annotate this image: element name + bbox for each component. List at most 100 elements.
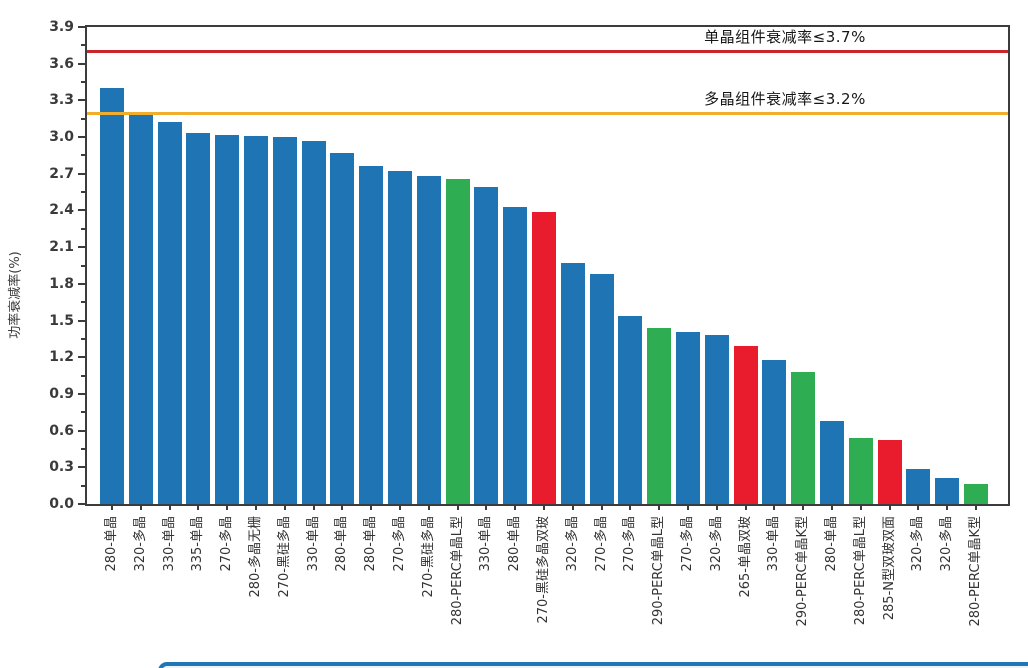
- bar: [647, 327, 672, 504]
- x-tick: [658, 504, 661, 510]
- bar: [618, 315, 643, 504]
- y-tick-label: 2.1: [49, 239, 74, 256]
- x-tick-label: 320-多晶: [939, 516, 955, 572]
- bar: [388, 171, 412, 504]
- y-tick: [78, 466, 85, 469]
- x-tick: [370, 504, 373, 510]
- y-minor-tick: [81, 227, 85, 230]
- x-tick: [226, 504, 229, 510]
- y-tick: [78, 172, 85, 175]
- bar: [848, 437, 873, 504]
- x-tick: [168, 504, 171, 510]
- x-tick: [687, 504, 689, 510]
- x-tick: [831, 504, 833, 510]
- x-tick-label: 280-单晶: [507, 516, 523, 572]
- x-tick: [399, 504, 401, 510]
- x-tick-label: 290-PERC单晶L型: [651, 516, 667, 626]
- bar: [186, 133, 211, 504]
- bar: [330, 152, 355, 504]
- x-tick-label: 280-单晶: [363, 516, 379, 572]
- x-tick: [600, 504, 603, 510]
- bar: [964, 484, 988, 504]
- y-minor-tick: [81, 191, 85, 194]
- bar: [128, 113, 153, 504]
- x-tick: [975, 504, 977, 510]
- x-tick-label: 320-多晶: [708, 516, 724, 572]
- y-tick: [78, 136, 85, 139]
- y-minor-tick: [81, 374, 85, 377]
- bar: [215, 134, 240, 504]
- x-tick: [888, 504, 891, 510]
- x-tick-label: 270-黑硅多晶双玻: [536, 516, 551, 624]
- x-tick-label: 270-多晶: [392, 516, 407, 572]
- x-tick: [197, 504, 200, 510]
- x-tick-label: 330-单晶: [161, 516, 177, 572]
- x-tick-label: 280-多晶无栅: [248, 516, 263, 598]
- bar: [503, 206, 528, 504]
- x-tick-label: 335-单晶: [190, 516, 206, 572]
- y-tick: [78, 429, 85, 432]
- x-tick-label: 330-单晶: [478, 516, 494, 572]
- y-tick-label: 0.9: [49, 385, 74, 402]
- x-tick: [514, 504, 517, 510]
- x-tick-label: 320-多晶: [564, 516, 580, 572]
- y-tick-label: 0.0: [49, 496, 74, 512]
- y-minor-tick: [81, 44, 85, 47]
- y-tick: [78, 62, 85, 65]
- bar: [445, 178, 470, 504]
- y-tick-label: 1.5: [49, 312, 74, 329]
- y-tick-label: 3.0: [49, 129, 74, 146]
- x-tick: [917, 504, 920, 510]
- x-tick-label: 270-多晶: [593, 516, 609, 572]
- y-tick: [78, 356, 85, 359]
- bar: [532, 211, 556, 504]
- y-minor-tick: [81, 447, 85, 450]
- bar: [935, 478, 960, 504]
- y-minor-tick: [81, 117, 85, 120]
- bar: [560, 263, 585, 504]
- x-tick: [802, 504, 805, 510]
- y-tick: [78, 392, 85, 395]
- y-tick-label: 3.3: [49, 92, 74, 109]
- x-tick-label: 265-单晶双玻: [737, 516, 753, 598]
- x-tick: [341, 504, 344, 510]
- x-tick-label: 290-PERC单晶K型: [795, 516, 811, 627]
- y-tick: [78, 503, 85, 505]
- bar: [301, 140, 326, 504]
- x-tick: [139, 504, 142, 510]
- x-tick: [427, 504, 430, 510]
- x-tick: [773, 504, 776, 510]
- x-tick: [859, 504, 862, 510]
- poly-limit-annotation: 多晶组件衰减率≤3.2%: [704, 89, 866, 108]
- x-tick-label: 280-PERC单晶L型: [449, 516, 465, 626]
- y-minor-tick: [81, 337, 85, 340]
- x-tick-label: 270-多晶: [680, 516, 695, 572]
- x-tick-label: 270-多晶: [622, 516, 638, 572]
- bar: [877, 440, 902, 504]
- y-tick-label: 1.2: [49, 349, 74, 366]
- x-tick: [485, 504, 488, 510]
- bar: [820, 420, 844, 504]
- x-tick: [456, 504, 459, 510]
- x-tick-label: 270-黑硅多晶: [276, 516, 292, 598]
- x-tick: [629, 504, 632, 510]
- x-tick-label: 285-N型双玻双面: [881, 516, 897, 621]
- x-tick-label: 330-单晶: [766, 516, 782, 572]
- x-tick: [715, 504, 718, 510]
- bar: [676, 331, 700, 504]
- x-tick: [312, 504, 315, 510]
- bar: [906, 468, 931, 504]
- x-tick-label: 280-单晶: [334, 516, 350, 572]
- x-tick: [111, 504, 113, 510]
- plot-area: 单晶组件衰减率≤3.7% 多晶组件衰减率≤3.2%: [85, 25, 1010, 506]
- x-tick-label: 280-单晶: [104, 516, 119, 572]
- bar: [244, 135, 268, 504]
- x-tick-label: 330-单晶: [305, 516, 321, 572]
- y-minor-tick: [81, 154, 85, 157]
- y-minor-tick: [81, 264, 85, 267]
- y-tick-label: 0.3: [49, 459, 74, 476]
- bar: [157, 122, 182, 504]
- bar: [416, 176, 441, 504]
- bar: [474, 187, 499, 504]
